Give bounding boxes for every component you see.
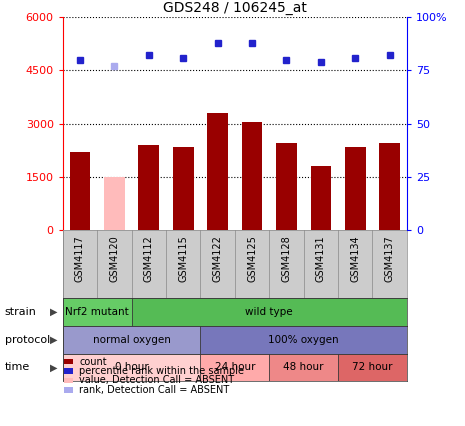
- Text: GSM4122: GSM4122: [213, 236, 223, 282]
- Bar: [338, 354, 407, 381]
- Text: normal oxygen: normal oxygen: [93, 335, 171, 345]
- Text: ▶: ▶: [50, 335, 57, 345]
- Bar: [63, 298, 132, 326]
- Bar: [173, 147, 193, 230]
- Bar: [64, 387, 73, 392]
- Text: 24 hour: 24 hour: [214, 363, 255, 372]
- Text: GSM4120: GSM4120: [109, 236, 120, 282]
- Text: GSM4131: GSM4131: [316, 236, 326, 282]
- Bar: [132, 298, 407, 326]
- Text: GSM4134: GSM4134: [350, 236, 360, 282]
- Text: GSM4125: GSM4125: [247, 236, 257, 282]
- Text: percentile rank within the sample: percentile rank within the sample: [79, 366, 244, 376]
- Bar: [64, 378, 73, 383]
- Text: 48 hour: 48 hour: [283, 363, 324, 372]
- Title: GDS248 / 106245_at: GDS248 / 106245_at: [163, 0, 307, 14]
- Text: Nrf2 mutant: Nrf2 mutant: [65, 307, 129, 317]
- Bar: [104, 177, 125, 230]
- Bar: [276, 143, 297, 230]
- Bar: [64, 368, 73, 374]
- Text: 72 hour: 72 hour: [352, 363, 393, 372]
- Bar: [379, 143, 400, 230]
- Text: time: time: [5, 363, 30, 372]
- Text: count: count: [79, 357, 106, 367]
- Text: ▶: ▶: [50, 307, 57, 317]
- Bar: [311, 166, 331, 230]
- Text: protocol: protocol: [5, 335, 50, 345]
- Text: strain: strain: [5, 307, 37, 317]
- Text: GSM4117: GSM4117: [75, 236, 85, 282]
- Bar: [269, 354, 338, 381]
- Text: GSM4115: GSM4115: [178, 236, 188, 282]
- Text: wild type: wild type: [246, 307, 293, 317]
- Bar: [207, 113, 228, 230]
- Text: 0 hour: 0 hour: [115, 363, 148, 372]
- Bar: [70, 152, 90, 230]
- Text: ▶: ▶: [50, 363, 57, 372]
- Text: GSM4112: GSM4112: [144, 236, 154, 282]
- Text: GSM4137: GSM4137: [385, 236, 395, 282]
- Bar: [63, 326, 200, 354]
- Text: GSM4128: GSM4128: [281, 236, 292, 282]
- Text: rank, Detection Call = ABSENT: rank, Detection Call = ABSENT: [79, 385, 229, 395]
- Bar: [242, 122, 262, 230]
- Bar: [200, 354, 269, 381]
- Bar: [63, 354, 200, 381]
- Bar: [345, 147, 365, 230]
- Bar: [200, 326, 407, 354]
- Bar: [64, 359, 73, 364]
- Text: 100% oxygen: 100% oxygen: [268, 335, 339, 345]
- Bar: [139, 145, 159, 230]
- Text: value, Detection Call = ABSENT: value, Detection Call = ABSENT: [79, 375, 234, 386]
